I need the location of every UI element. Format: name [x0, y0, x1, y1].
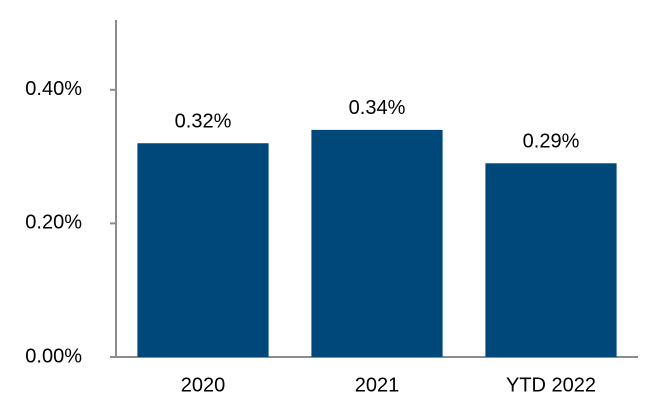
value-label: 0.34%: [349, 97, 406, 119]
bar: [137, 143, 269, 357]
bar: [485, 163, 617, 357]
value-label: 0.32%: [175, 111, 232, 133]
x-tick-label: 2021: [355, 374, 400, 396]
y-tick-label: 0.00%: [25, 345, 82, 367]
y-tick-label: 0.20%: [25, 212, 82, 234]
x-tick-label: 2020: [181, 374, 226, 396]
y-tick-label: 0.40%: [25, 78, 82, 100]
value-label: 0.29%: [523, 131, 580, 153]
bar: [311, 129, 443, 357]
x-tick-label: YTD 2022: [506, 374, 596, 396]
